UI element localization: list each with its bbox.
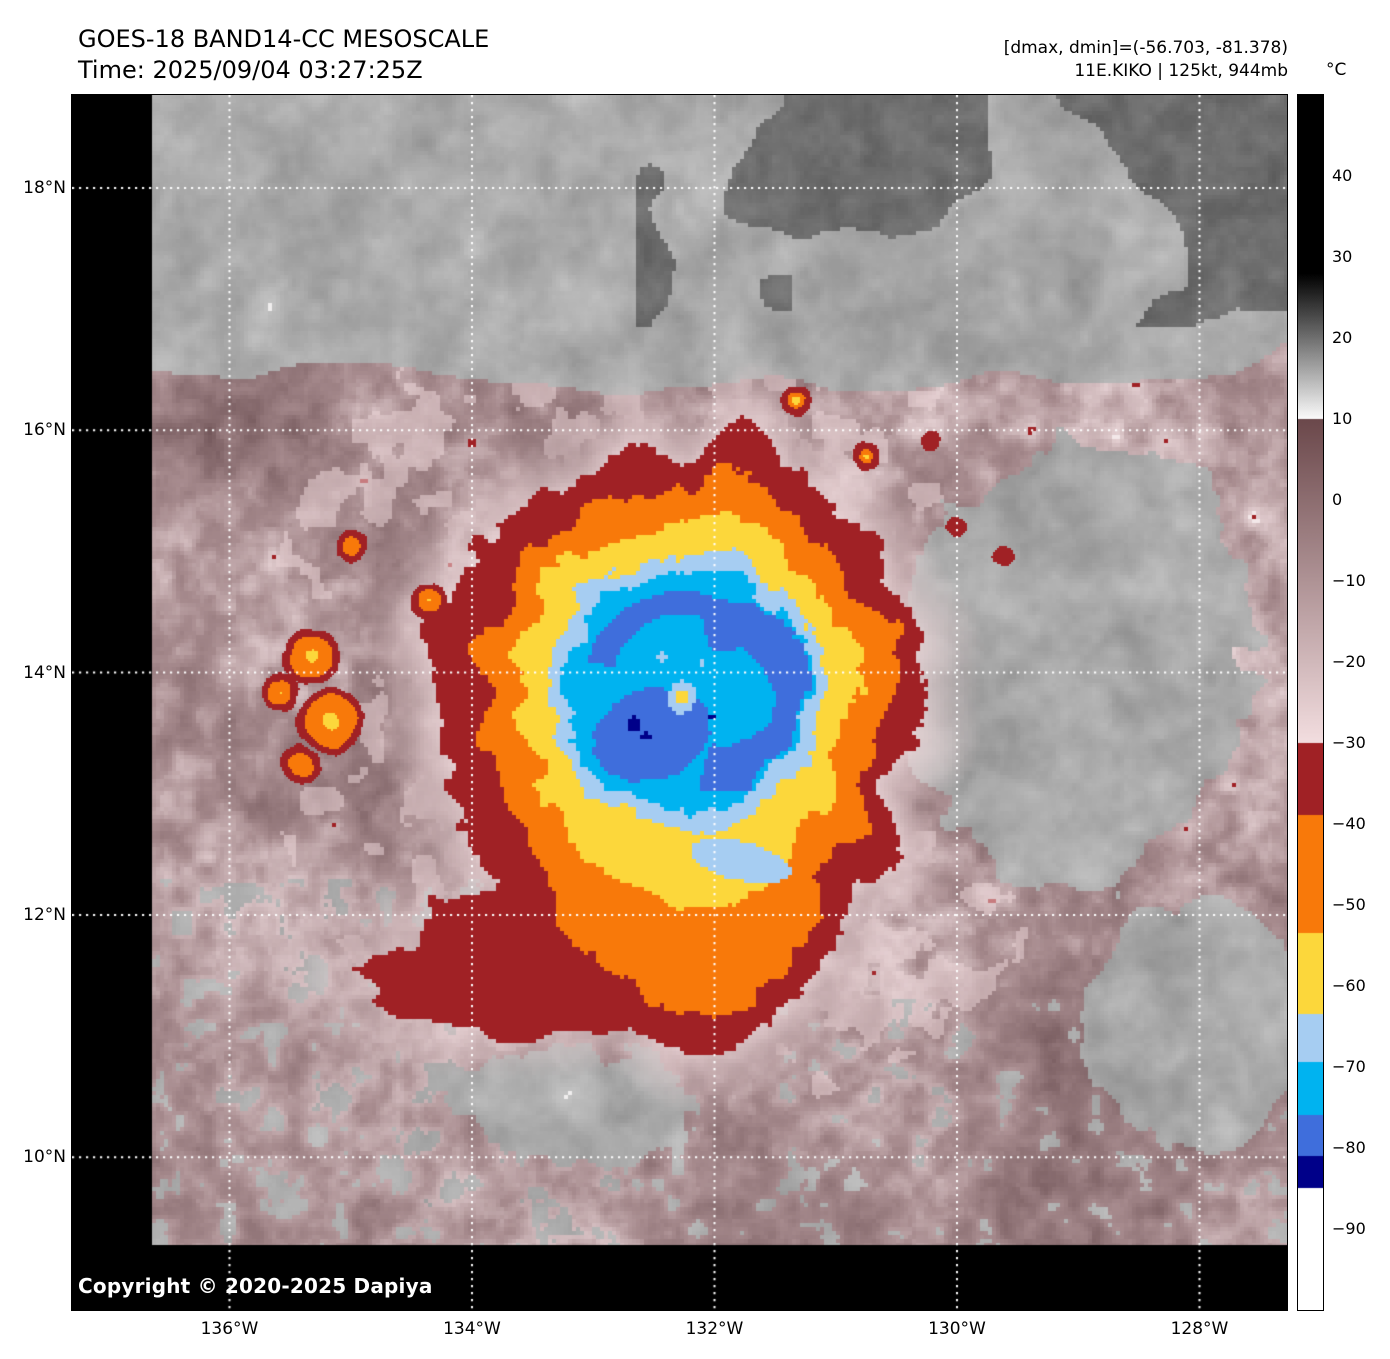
colorbar-tick-label: −20	[1332, 652, 1366, 671]
colorbar-tick-label: 10	[1332, 409, 1353, 428]
y-axis-tick-label: 14°N	[23, 662, 66, 683]
x-axis-tick-label: 128°W	[1170, 1319, 1229, 1339]
colorbar-tick-label: 20	[1332, 328, 1353, 347]
x-axis-tick-label: 130°W	[928, 1319, 986, 1339]
colorbar-canvas	[1297, 94, 1324, 1311]
colorbar-tick-label: −90	[1332, 1219, 1366, 1238]
colorbar-tick-label: 0	[1332, 490, 1343, 509]
y-axis-tick-label: 12°N	[23, 905, 66, 925]
colorbar-tick-label: 30	[1332, 247, 1353, 266]
colorbar-tick-label: 40	[1332, 166, 1353, 185]
annotation-storm-info: 11E.KIKO | 125kt, 944mb	[1074, 61, 1288, 81]
colorbar-unit-label: °C	[1326, 60, 1347, 80]
colorbar-tick-label: −70	[1332, 1057, 1366, 1076]
y-axis-tick-label: 10°N	[23, 1147, 66, 1168]
colorbar-tick-label: −60	[1332, 976, 1366, 995]
colorbar-tick-label: −40	[1332, 814, 1366, 833]
chart-title: GOES-18 BAND14-CC MESOSCALE	[78, 25, 490, 53]
satellite-map-canvas	[71, 94, 1288, 1311]
colorbar-tick-label: −80	[1332, 1138, 1366, 1157]
x-axis-tick-label: 136°W	[200, 1319, 259, 1339]
copyright-label: Copyright © 2020-2025 Dapiya	[78, 1274, 433, 1298]
x-axis-tick-label: 132°W	[685, 1319, 744, 1339]
chart-subtitle-time: Time: 2025/09/04 03:27:25Z	[78, 56, 423, 84]
colorbar-tick-label: −10	[1332, 571, 1366, 590]
annotation-dmax-dmin: [dmax, dmin]=(-56.703, -81.378)	[1003, 38, 1288, 58]
x-axis-tick-label: 134°W	[443, 1319, 501, 1339]
colorbar-tick-label: −50	[1332, 895, 1366, 914]
y-axis-tick-label: 18°N	[23, 178, 66, 198]
y-axis-tick-label: 16°N	[23, 420, 66, 441]
colorbar-tick-label: −30	[1332, 733, 1366, 752]
